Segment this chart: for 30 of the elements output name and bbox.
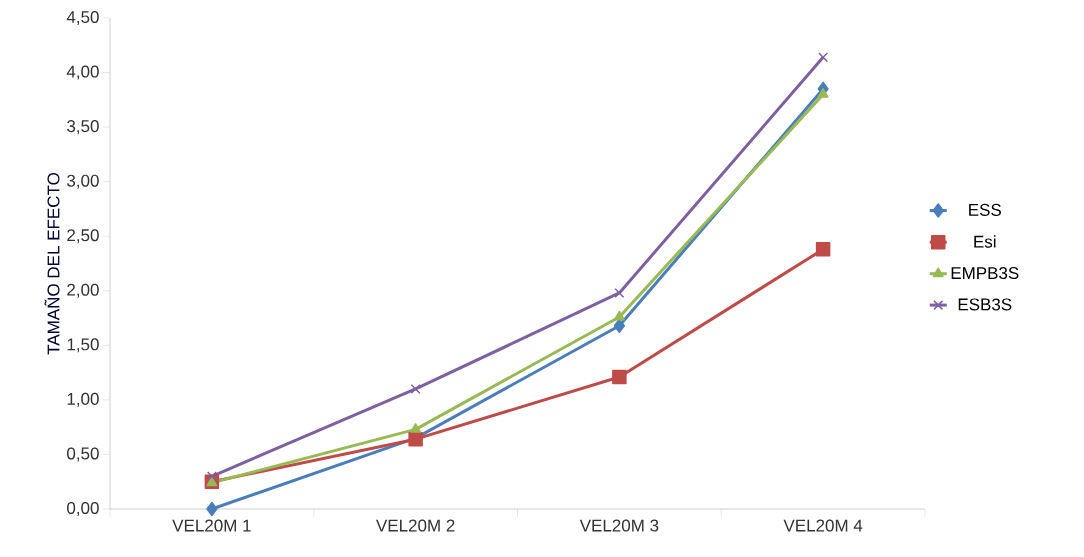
point xyxy=(410,383,421,394)
y-tick-label: 3,50 xyxy=(67,120,99,135)
point xyxy=(613,318,625,333)
x-tick-label: VEL20M 2 xyxy=(376,519,455,532)
point xyxy=(410,423,422,433)
legend-label: ESB3S xyxy=(958,298,1012,311)
y-tick-label: 3,00 xyxy=(67,174,99,189)
y-tick-label: 0,00 xyxy=(67,501,99,517)
y-axis-title: TAMAÑO DEL EFECTO xyxy=(44,173,60,355)
point xyxy=(206,501,218,517)
y-tick-label: 0,50 xyxy=(67,447,99,462)
point xyxy=(815,242,831,257)
y-tick-label: 4,50 xyxy=(66,10,99,26)
y-tick-label: 4,00 xyxy=(66,65,99,80)
legend-label: Esi xyxy=(974,235,996,248)
y-tick-label: 2,00 xyxy=(67,283,99,298)
point xyxy=(614,287,625,298)
y-tick-label: 1,50 xyxy=(67,338,99,353)
x-tick-label: VEL20M 3 xyxy=(579,519,659,532)
legend-label: EMPB3S xyxy=(951,267,1019,280)
point xyxy=(817,88,829,98)
x-tick-label: VEL20M 1 xyxy=(172,519,251,532)
x-tick-label: VEL20M 4 xyxy=(783,519,863,532)
point xyxy=(818,52,829,63)
y-tick-label: 1,00 xyxy=(67,392,99,407)
y-tick-label: 2,50 xyxy=(67,229,99,244)
point xyxy=(613,310,625,321)
legend-label: ESS xyxy=(969,203,1001,216)
point xyxy=(206,471,217,482)
point xyxy=(612,369,627,385)
